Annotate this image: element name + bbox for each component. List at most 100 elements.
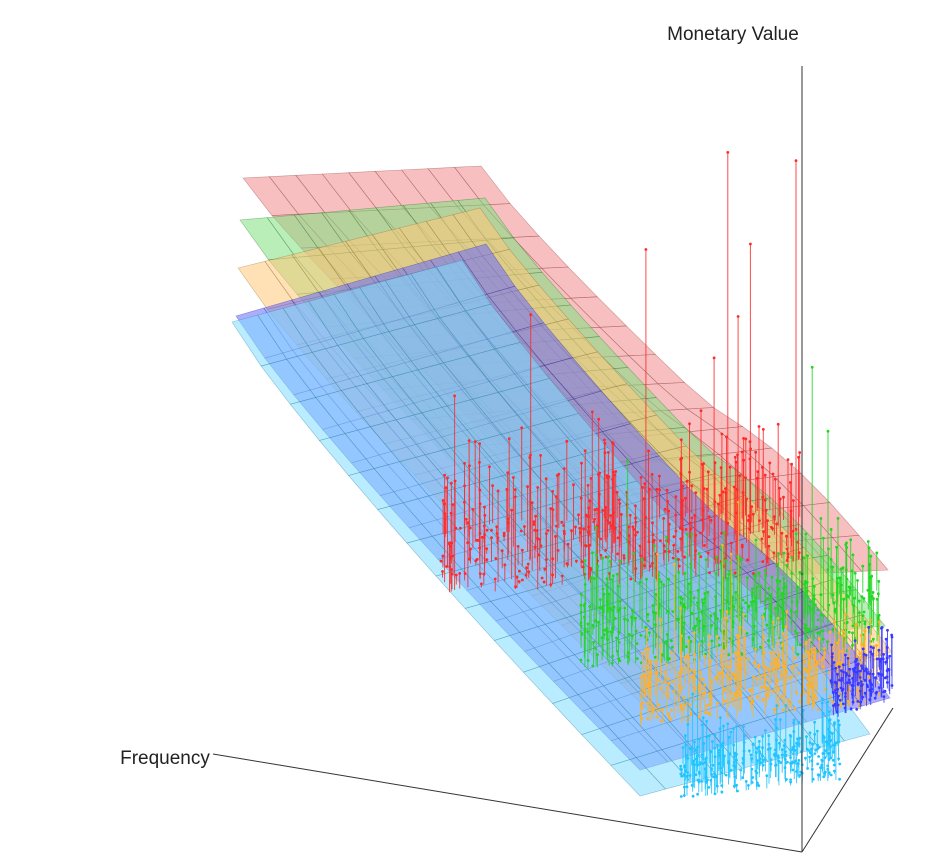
scatter-point: [826, 764, 830, 768]
scatter-point: [831, 758, 835, 762]
scatter-point: [593, 508, 597, 512]
scatter-point: [861, 647, 865, 651]
scatter-point: [622, 554, 626, 557]
scatter-point: [718, 672, 721, 676]
scatter-point: [877, 620, 881, 624]
scatter-point: [482, 572, 486, 576]
scatter-point: [599, 537, 602, 541]
scatter-point: [540, 576, 544, 580]
scatter-point: [707, 515, 711, 519]
scatter-point: [842, 702, 845, 706]
scatter-point: [783, 766, 787, 770]
scatter-point: [532, 523, 536, 526]
scatter-point: [847, 674, 851, 678]
scatter-point: [454, 573, 458, 577]
scatter-point: [706, 778, 709, 782]
scatter-point: [797, 720, 800, 724]
scatter-point: [701, 601, 705, 605]
scatter-point: [725, 610, 729, 614]
scatter-point: [693, 763, 696, 766]
scatter-point: [772, 753, 776, 756]
scatter-point: [811, 742, 814, 746]
scatter-point: [773, 718, 777, 721]
scatter-point: [627, 633, 631, 636]
scatter-point: [820, 763, 824, 767]
scatter-point: [719, 654, 723, 657]
scatter-point: [659, 686, 662, 690]
scatter-point: [862, 610, 866, 614]
scatter-point: [667, 677, 671, 680]
scatter-point: [701, 462, 704, 466]
scatter-point: [449, 555, 452, 559]
scatter-point: [699, 670, 703, 674]
scatter-point: [722, 629, 726, 633]
scatter-point: [705, 719, 708, 723]
scatter-point: [704, 558, 708, 561]
scatter-point: [755, 585, 759, 589]
scatter-point: [732, 694, 736, 697]
scatter-point: [831, 593, 835, 597]
scatter-point: [808, 605, 812, 608]
scatter-point: [755, 751, 758, 754]
scatter-point: [709, 518, 713, 522]
scatter-point: [732, 727, 735, 730]
scatter-point: [581, 565, 585, 569]
scatter-point: [743, 636, 747, 640]
scatter-point: [607, 592, 611, 596]
scatter-point: [523, 525, 526, 528]
scatter-point: [659, 580, 663, 584]
scatter-point: [655, 487, 659, 491]
scatter-point: [882, 653, 885, 656]
scatter-point: [745, 632, 749, 635]
scatter-point: [706, 470, 710, 474]
scatter-point: [760, 685, 764, 689]
scatter-point: [788, 481, 792, 484]
scatter-point: [596, 653, 599, 657]
surfaces-layer: [231, 165, 893, 797]
scatter-point: [490, 528, 493, 532]
scatter-point: [641, 486, 644, 489]
scatter-point: [851, 624, 855, 628]
scatter-point: [859, 700, 863, 704]
scatter-point: [579, 658, 583, 662]
scatter-point: [869, 645, 873, 649]
scatter-point: [679, 606, 682, 610]
scatter-point: [652, 544, 656, 548]
scatter-point: [618, 531, 622, 535]
scatter-point: [828, 630, 832, 634]
scatter-point: [463, 462, 466, 465]
scatter-point: [767, 586, 771, 590]
scatter-point: [695, 617, 699, 621]
scatter-point: [792, 718, 796, 722]
scatter-point: [525, 566, 528, 570]
scatter-point: [736, 315, 740, 318]
scatter-point: [688, 422, 691, 426]
scatter-point: [690, 484, 694, 488]
scatter-point: [554, 535, 557, 538]
scatter-point: [741, 776, 745, 780]
scatter-point: [727, 665, 731, 668]
scatter-point: [741, 761, 745, 765]
scatter-point: [848, 681, 852, 684]
scatter-point: [629, 577, 633, 581]
scatter-point: [785, 610, 789, 614]
scatter-point: [482, 524, 486, 528]
scatter-point: [806, 676, 810, 680]
scatter-point: [775, 522, 778, 526]
scatter-point: [886, 628, 889, 632]
scatter-point: [691, 794, 695, 798]
scatter-point: [835, 545, 838, 549]
scatter-point: [796, 737, 799, 741]
scatter-point: [720, 771, 723, 775]
scatter-point: [813, 720, 816, 724]
scatter-point: [458, 572, 462, 575]
scatter-point: [725, 435, 728, 439]
scatter-point: [727, 761, 730, 765]
scatter-point: [763, 569, 767, 572]
scatter-point: [849, 707, 853, 711]
scatter-point: [860, 680, 863, 683]
scatter-point: [719, 716, 722, 720]
scatter-point: [701, 598, 704, 602]
scatter-point: [684, 528, 688, 531]
scatter-point: [868, 698, 872, 701]
